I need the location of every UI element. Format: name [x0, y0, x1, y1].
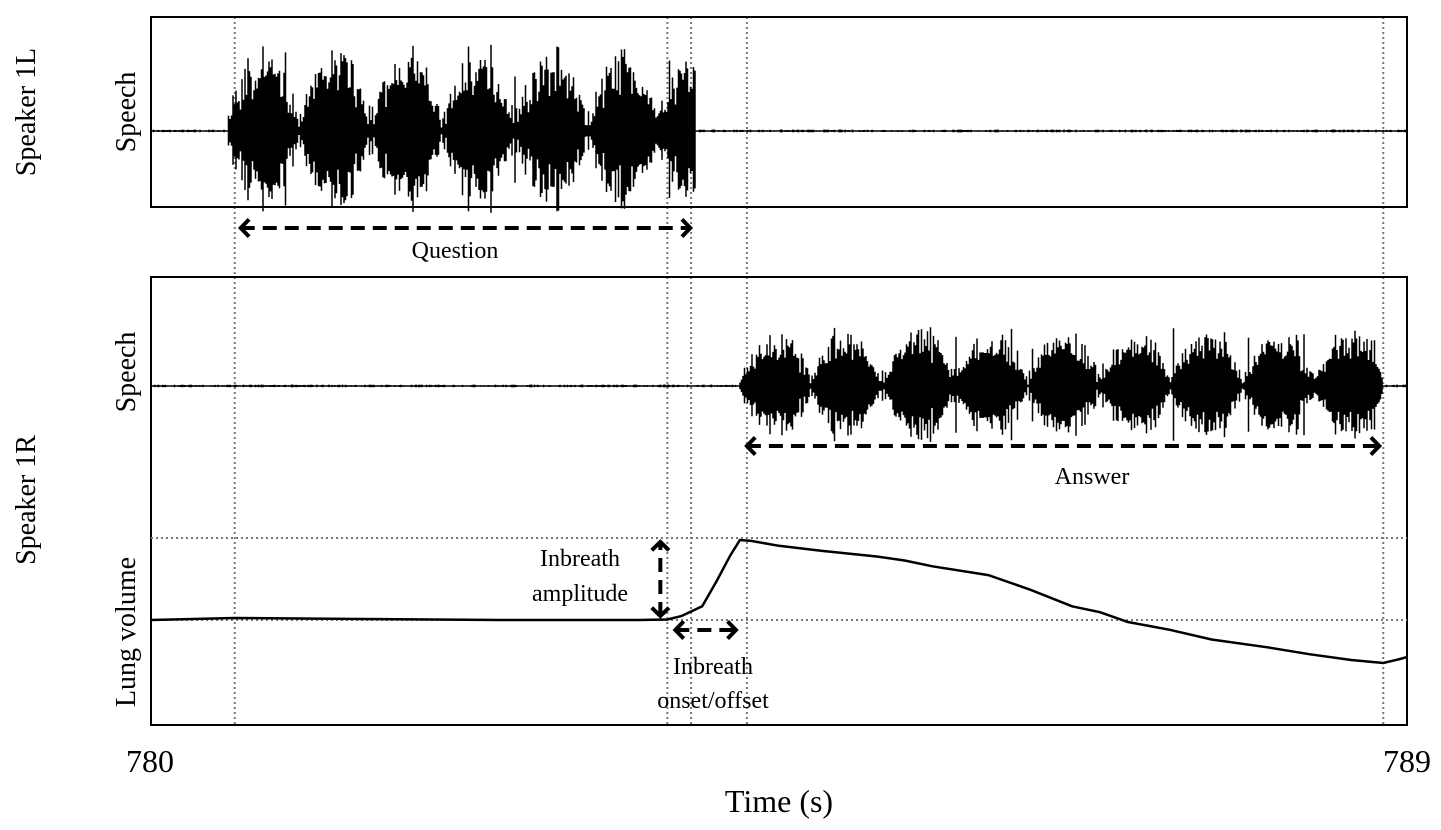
question-arrow-head-1	[237, 217, 251, 239]
answer-arrow	[744, 435, 1383, 457]
inbreath-onset-label-line1: Inbreath	[673, 654, 753, 680]
inbreath-amplitude-arrow-head-0	[650, 539, 671, 552]
speaker-1l-label: Speaker 1L	[11, 48, 42, 176]
answer-arrow-head-0	[1369, 435, 1383, 457]
x-tick-label-start: 780	[126, 743, 174, 779]
inbreath-onset-arrow	[672, 619, 739, 641]
waveform-trace	[151, 327, 1407, 442]
speech-1r-ylabel: Speech	[111, 332, 142, 413]
speech-1l-ylabel: Speech	[111, 72, 142, 153]
inbreath-amplitude-arrow	[650, 539, 671, 619]
inbreath-onset-arrow-head-0	[726, 619, 739, 641]
annotation-arrows	[237, 217, 1383, 641]
question-label: Question	[412, 238, 499, 264]
question-arrow	[237, 217, 694, 239]
answer-label: Answer	[1055, 464, 1130, 490]
speaker-1r-label: Speaker 1R	[11, 435, 42, 565]
answer-arrow-head-1	[744, 435, 757, 457]
question-arrow-head-0	[680, 217, 694, 239]
inbreath-onset-label-line2: onset/offset	[657, 688, 769, 714]
inbreath-amplitude-arrow-head-1	[650, 606, 671, 619]
speaker-1r-frame	[150, 276, 1408, 726]
x-tick-label-end: 789	[1383, 743, 1431, 779]
lung-volume-line	[150, 538, 1408, 665]
speech-1l-waveform	[151, 44, 1407, 213]
waveform-trace	[152, 44, 1407, 213]
inbreath-onset-arrow-head-1	[672, 619, 686, 641]
inbreath-amplitude-label-line1: Inbreath	[540, 546, 620, 572]
speech-1l-frame	[150, 16, 1408, 208]
speech-1r-waveform	[151, 327, 1407, 442]
x-axis-label: Time (s)	[725, 783, 833, 819]
lung-volume-ylabel: Lung volume	[111, 557, 142, 707]
inbreath-amplitude-label-line2: amplitude	[532, 581, 628, 607]
lung-volume-panel	[150, 537, 1408, 665]
